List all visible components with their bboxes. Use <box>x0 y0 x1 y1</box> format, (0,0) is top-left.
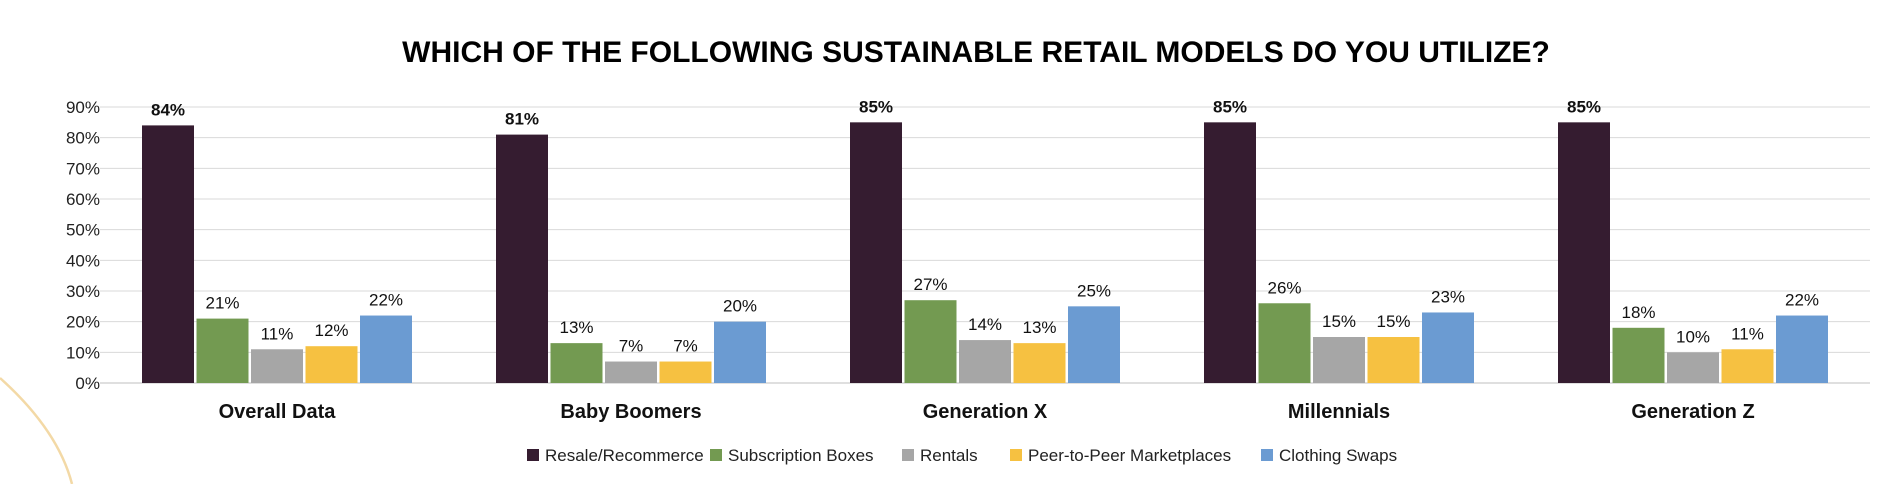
data-label: 27% <box>913 275 947 294</box>
bar-clothing-swaps <box>714 321 766 383</box>
legend-swatch <box>527 449 539 461</box>
y-tick-label: 30% <box>66 282 100 301</box>
y-tick-label: 20% <box>66 313 100 332</box>
bar-rentals <box>605 361 657 383</box>
data-label: 25% <box>1077 281 1111 300</box>
bar-rentals <box>959 340 1011 383</box>
legend-swatch <box>1010 449 1022 461</box>
category-label: Millennials <box>1288 401 1390 423</box>
legend-swatch <box>902 449 914 461</box>
y-tick-label: 80% <box>66 129 100 148</box>
data-label: 22% <box>369 291 403 310</box>
y-tick-label: 10% <box>66 343 100 362</box>
data-label: 11% <box>261 324 294 343</box>
category-label: Generation Z <box>1631 401 1754 423</box>
data-label: 21% <box>205 294 239 313</box>
bar-clothing-swaps <box>1776 315 1828 383</box>
bar-peer-to-peer-marketplaces <box>305 346 358 383</box>
data-label: 13% <box>559 318 593 337</box>
data-label: 18% <box>1621 303 1655 322</box>
bars <box>142 122 1828 384</box>
category-label: Overall Data <box>219 401 337 423</box>
legend-label: Peer-to-Peer Marketplaces <box>1028 446 1231 465</box>
legend-label: Rentals <box>920 446 978 465</box>
bar-peer-to-peer-marketplaces <box>1013 343 1066 383</box>
data-label: 85% <box>1567 97 1601 116</box>
y-tick-label: 50% <box>66 221 100 240</box>
legend-swatch <box>1261 449 1273 461</box>
data-label: 26% <box>1267 278 1301 297</box>
bar-peer-to-peer-marketplaces <box>1367 337 1420 383</box>
bar-subscription-boxes <box>1258 303 1311 383</box>
value-labels: 84% 21% 11% 12% 22% 81% 13% 7% 7% 20% 85% 27% 14% 13%… <box>151 97 1819 355</box>
decorative-arc <box>0 377 74 484</box>
data-label: 15% <box>1376 312 1410 331</box>
category-label: Baby Boomers <box>560 401 701 423</box>
bar-subscription-boxes <box>196 318 249 383</box>
bar-subscription-boxes <box>904 300 957 383</box>
bar-clothing-swaps <box>1422 312 1474 383</box>
y-tick-label: 0% <box>75 374 100 393</box>
data-label: 85% <box>859 97 893 116</box>
chart-title: WHICH OF THE FOLLOWING SUSTAINABLE RETAI… <box>402 36 1550 69</box>
data-label: 15% <box>1322 312 1356 331</box>
data-label: 13% <box>1022 318 1056 337</box>
bar-clothing-swaps <box>360 315 412 383</box>
data-label: 11% <box>1731 324 1764 343</box>
data-label: 84% <box>151 100 185 119</box>
bar-peer-to-peer-marketplaces <box>1721 349 1774 383</box>
bar-rentals <box>1667 352 1719 383</box>
x-axis: Overall Data Baby Boomers Generation X Mill… <box>219 401 1755 423</box>
bar-rentals <box>1313 337 1365 383</box>
bar-rentals <box>251 349 303 383</box>
bar-resale-recommerce <box>496 134 548 383</box>
legend-swatch <box>710 449 722 461</box>
bar-clothing-swaps <box>1068 306 1120 383</box>
data-label: 23% <box>1431 287 1465 306</box>
data-label: 7% <box>619 337 644 356</box>
bar-resale-recommerce <box>142 125 194 384</box>
data-label: 20% <box>723 297 757 316</box>
y-tick-label: 40% <box>66 251 100 270</box>
y-tick-label: 70% <box>66 159 100 178</box>
data-label: 10% <box>1676 327 1710 346</box>
y-axis: 0% 10% 20% 30% 40% 50% 60% 70% 80% 90% <box>66 98 100 393</box>
legend-label: Resale/Recommerce <box>545 446 704 465</box>
category-label: Generation X <box>923 401 1048 423</box>
bar-resale-recommerce <box>1558 122 1610 383</box>
data-label: 14% <box>968 315 1002 334</box>
data-label: 81% <box>505 110 539 129</box>
bar-resale-recommerce <box>1204 122 1256 383</box>
data-label: 22% <box>1785 291 1819 310</box>
bar-subscription-boxes <box>550 343 603 383</box>
bar-subscription-boxes <box>1612 327 1665 383</box>
bar-resale-recommerce <box>850 122 902 383</box>
data-label: 12% <box>314 321 348 340</box>
legend-label: Clothing Swaps <box>1279 446 1397 465</box>
data-label: 7% <box>673 337 698 356</box>
bar-peer-to-peer-marketplaces <box>659 361 712 383</box>
data-label: 85% <box>1213 97 1247 116</box>
y-tick-label: 90% <box>66 98 100 117</box>
y-tick-label: 60% <box>66 190 100 209</box>
legend-label: Subscription Boxes <box>728 446 874 465</box>
legend: Resale/Recommerce Subscription Boxes Renta… <box>527 446 1397 465</box>
